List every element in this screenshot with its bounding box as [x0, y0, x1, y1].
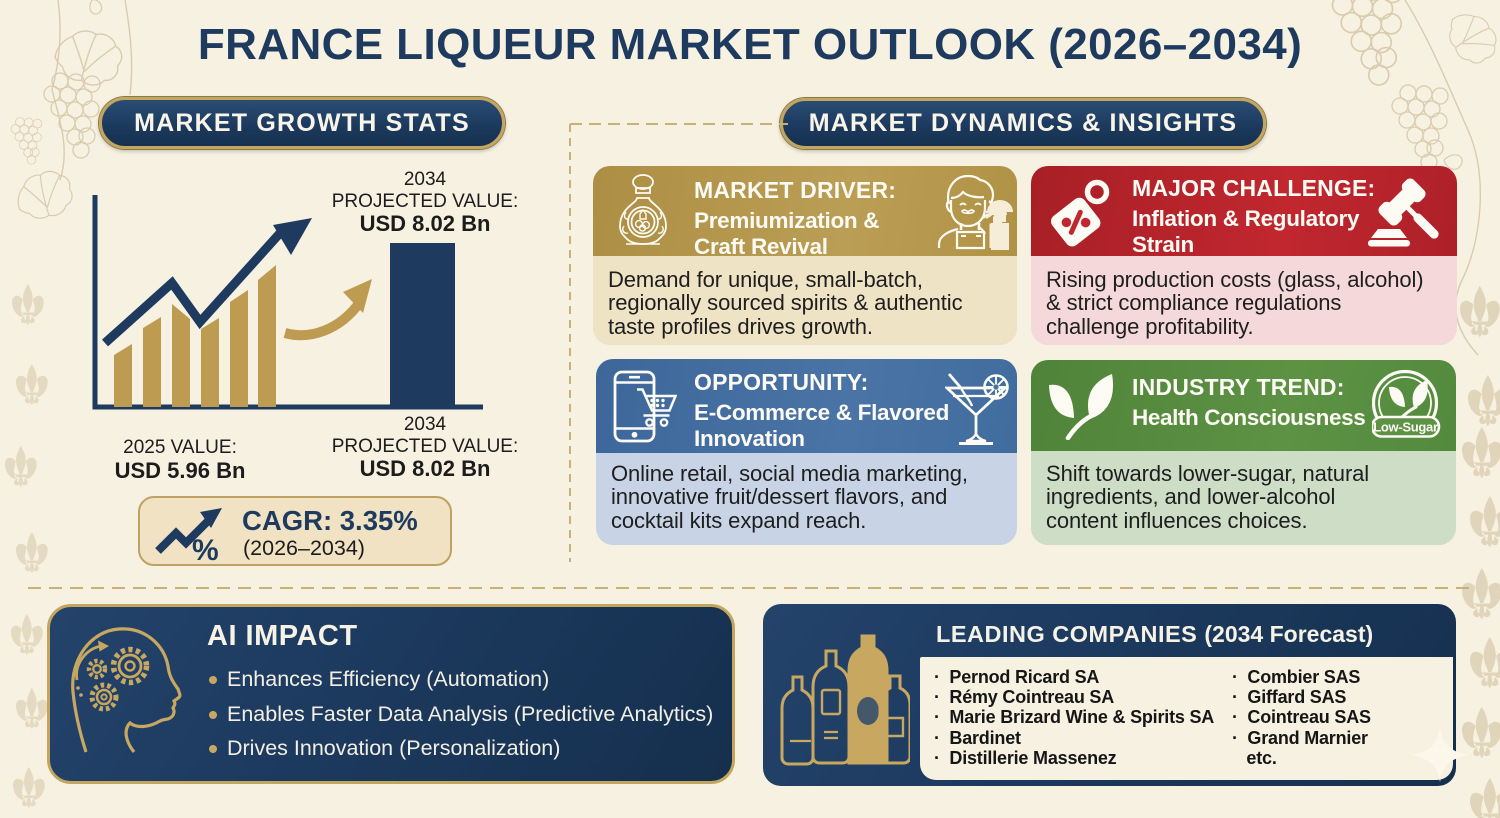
- svg-text:Low-Sugar: Low-Sugar: [1373, 420, 1438, 435]
- svg-text:%: %: [192, 534, 219, 561]
